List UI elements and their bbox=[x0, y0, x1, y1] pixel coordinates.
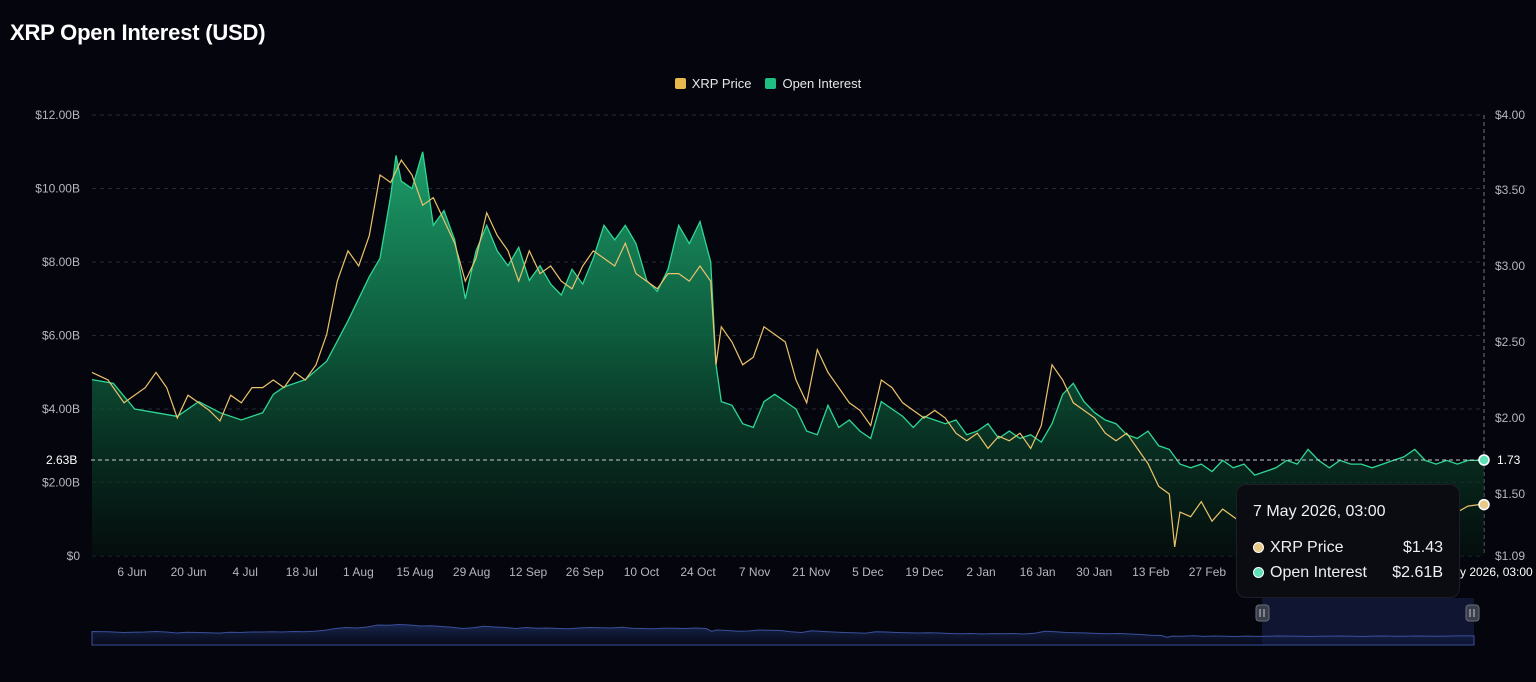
x-tick-label: 16 Jan bbox=[1020, 565, 1056, 579]
x-tick-label: 12 Sep bbox=[509, 565, 547, 579]
legend: XRP Price Open Interest bbox=[0, 76, 1536, 91]
left-tick-label: $6.00B bbox=[42, 329, 80, 343]
tooltip-value-xrp-price: $1.43 bbox=[1402, 538, 1443, 556]
crosshair-right-label: 1.73 bbox=[1497, 453, 1521, 467]
right-tick-label: $4.00 bbox=[1495, 108, 1525, 122]
x-tick-label: 19 Dec bbox=[905, 565, 943, 579]
legend-item-open-interest[interactable]: Open Interest bbox=[765, 76, 861, 91]
x-tick-label: 27 Feb bbox=[1189, 565, 1227, 579]
right-tick-label: $2.50 bbox=[1495, 335, 1525, 349]
x-tick-label: 13 Feb bbox=[1132, 565, 1170, 579]
tooltip-date: 7 May 2026, 03:00 bbox=[1253, 503, 1386, 520]
x-tick-label: 1 Aug bbox=[343, 565, 374, 579]
x-tick-label: 4 Jul bbox=[233, 565, 258, 579]
x-tick-label: 30 Jan bbox=[1076, 565, 1112, 579]
open-interest-marker bbox=[1478, 454, 1490, 466]
tooltip-row-open-interest: Open Interest $2.61B bbox=[1253, 560, 1443, 585]
crosshair-left-label: 2.63B bbox=[46, 453, 77, 467]
navigator-handle[interactable] bbox=[1465, 604, 1480, 622]
crosshair-left-box bbox=[34, 450, 90, 470]
legend-item-xrp-price[interactable]: XRP Price bbox=[674, 76, 752, 91]
x-tick-label: 5 Dec bbox=[852, 565, 883, 579]
tooltip-label-open-interest: Open Interest bbox=[1270, 563, 1367, 581]
open-interest-area bbox=[92, 151, 1484, 557]
navigator-series bbox=[91, 623, 1475, 646]
navigator[interactable] bbox=[91, 598, 1480, 646]
chart-title: XRP Open Interest (USD) bbox=[10, 20, 266, 45]
left-axis: $0 $2.00B $4.00B $6.00B $8.00B $10.00B $12.00B bbox=[35, 108, 80, 563]
right-tick-label: $3.50 bbox=[1495, 183, 1525, 197]
x-tick-label: 18 Jul bbox=[286, 565, 318, 579]
tooltip-row-xrp-price: XRP Price $1.43 bbox=[1253, 535, 1443, 560]
x-tick-label: 15 Aug bbox=[396, 565, 433, 579]
x-tick-label: 20 Jun bbox=[171, 565, 207, 579]
x-tick-label: 29 Aug bbox=[453, 565, 490, 579]
left-tick-label: $2.00B bbox=[42, 476, 80, 490]
tooltip: 7 May 2026, 03:00 XRP Price $1.43 Open I… bbox=[1236, 484, 1460, 598]
left-tick-label: $8.00B bbox=[42, 255, 80, 269]
legend-label-xrp-price: XRP Price bbox=[691, 76, 752, 91]
crosshair-bottom-label: y 2026, 03:00 bbox=[1460, 565, 1533, 579]
right-tick-label: $1.09 bbox=[1495, 549, 1525, 563]
navigator-handle[interactable] bbox=[1255, 604, 1270, 622]
x-tick-label: 24 Oct bbox=[680, 565, 716, 579]
right-tick-label: $1.50 bbox=[1495, 487, 1525, 501]
legend-swatch-xrp-price bbox=[674, 78, 686, 89]
right-tick-label: $2.00 bbox=[1495, 411, 1525, 425]
xrp-price-marker bbox=[1478, 498, 1490, 511]
tooltip-dot-xrp-price bbox=[1253, 542, 1264, 553]
left-tick-label: $12.00B bbox=[35, 108, 80, 122]
x-tick-label: 2 Jan bbox=[966, 565, 995, 579]
legend-swatch-open-interest bbox=[765, 78, 777, 89]
x-tick-label: 6 Jun bbox=[117, 565, 146, 579]
left-tick-label: $0 bbox=[67, 549, 81, 563]
x-tick-label: 7 Nov bbox=[739, 565, 770, 579]
x-tick-label: 10 Oct bbox=[624, 565, 660, 579]
x-tick-label: 26 Sep bbox=[566, 565, 604, 579]
right-tick-label: $3.00 bbox=[1495, 259, 1525, 273]
tooltip-label-xrp-price: XRP Price bbox=[1270, 538, 1344, 556]
tooltip-value-open-interest: $2.61B bbox=[1392, 563, 1443, 581]
left-tick-label: $4.00B bbox=[42, 402, 80, 416]
right-axis: $1.09 $1.50 $2.00 $2.50 $3.00 $3.50 $4.00 bbox=[1483, 108, 1525, 563]
legend-label-open-interest: Open Interest bbox=[782, 76, 862, 91]
x-axis: 6 Jun 20 Jun 4 Jul 18 Jul 1 Aug 15 Aug 29 Aug 1… bbox=[117, 565, 1226, 579]
left-tick-label: $10.00B bbox=[35, 182, 80, 196]
tooltip-dot-open-interest bbox=[1253, 567, 1264, 578]
crosshair-bottom-box bbox=[1456, 562, 1536, 580]
open-interest-line bbox=[91, 151, 1485, 476]
crosshair: 2.63B 1.73 y 2026, 03:00 bbox=[34, 450, 1536, 580]
x-tick-label: 21 Nov bbox=[792, 565, 830, 579]
